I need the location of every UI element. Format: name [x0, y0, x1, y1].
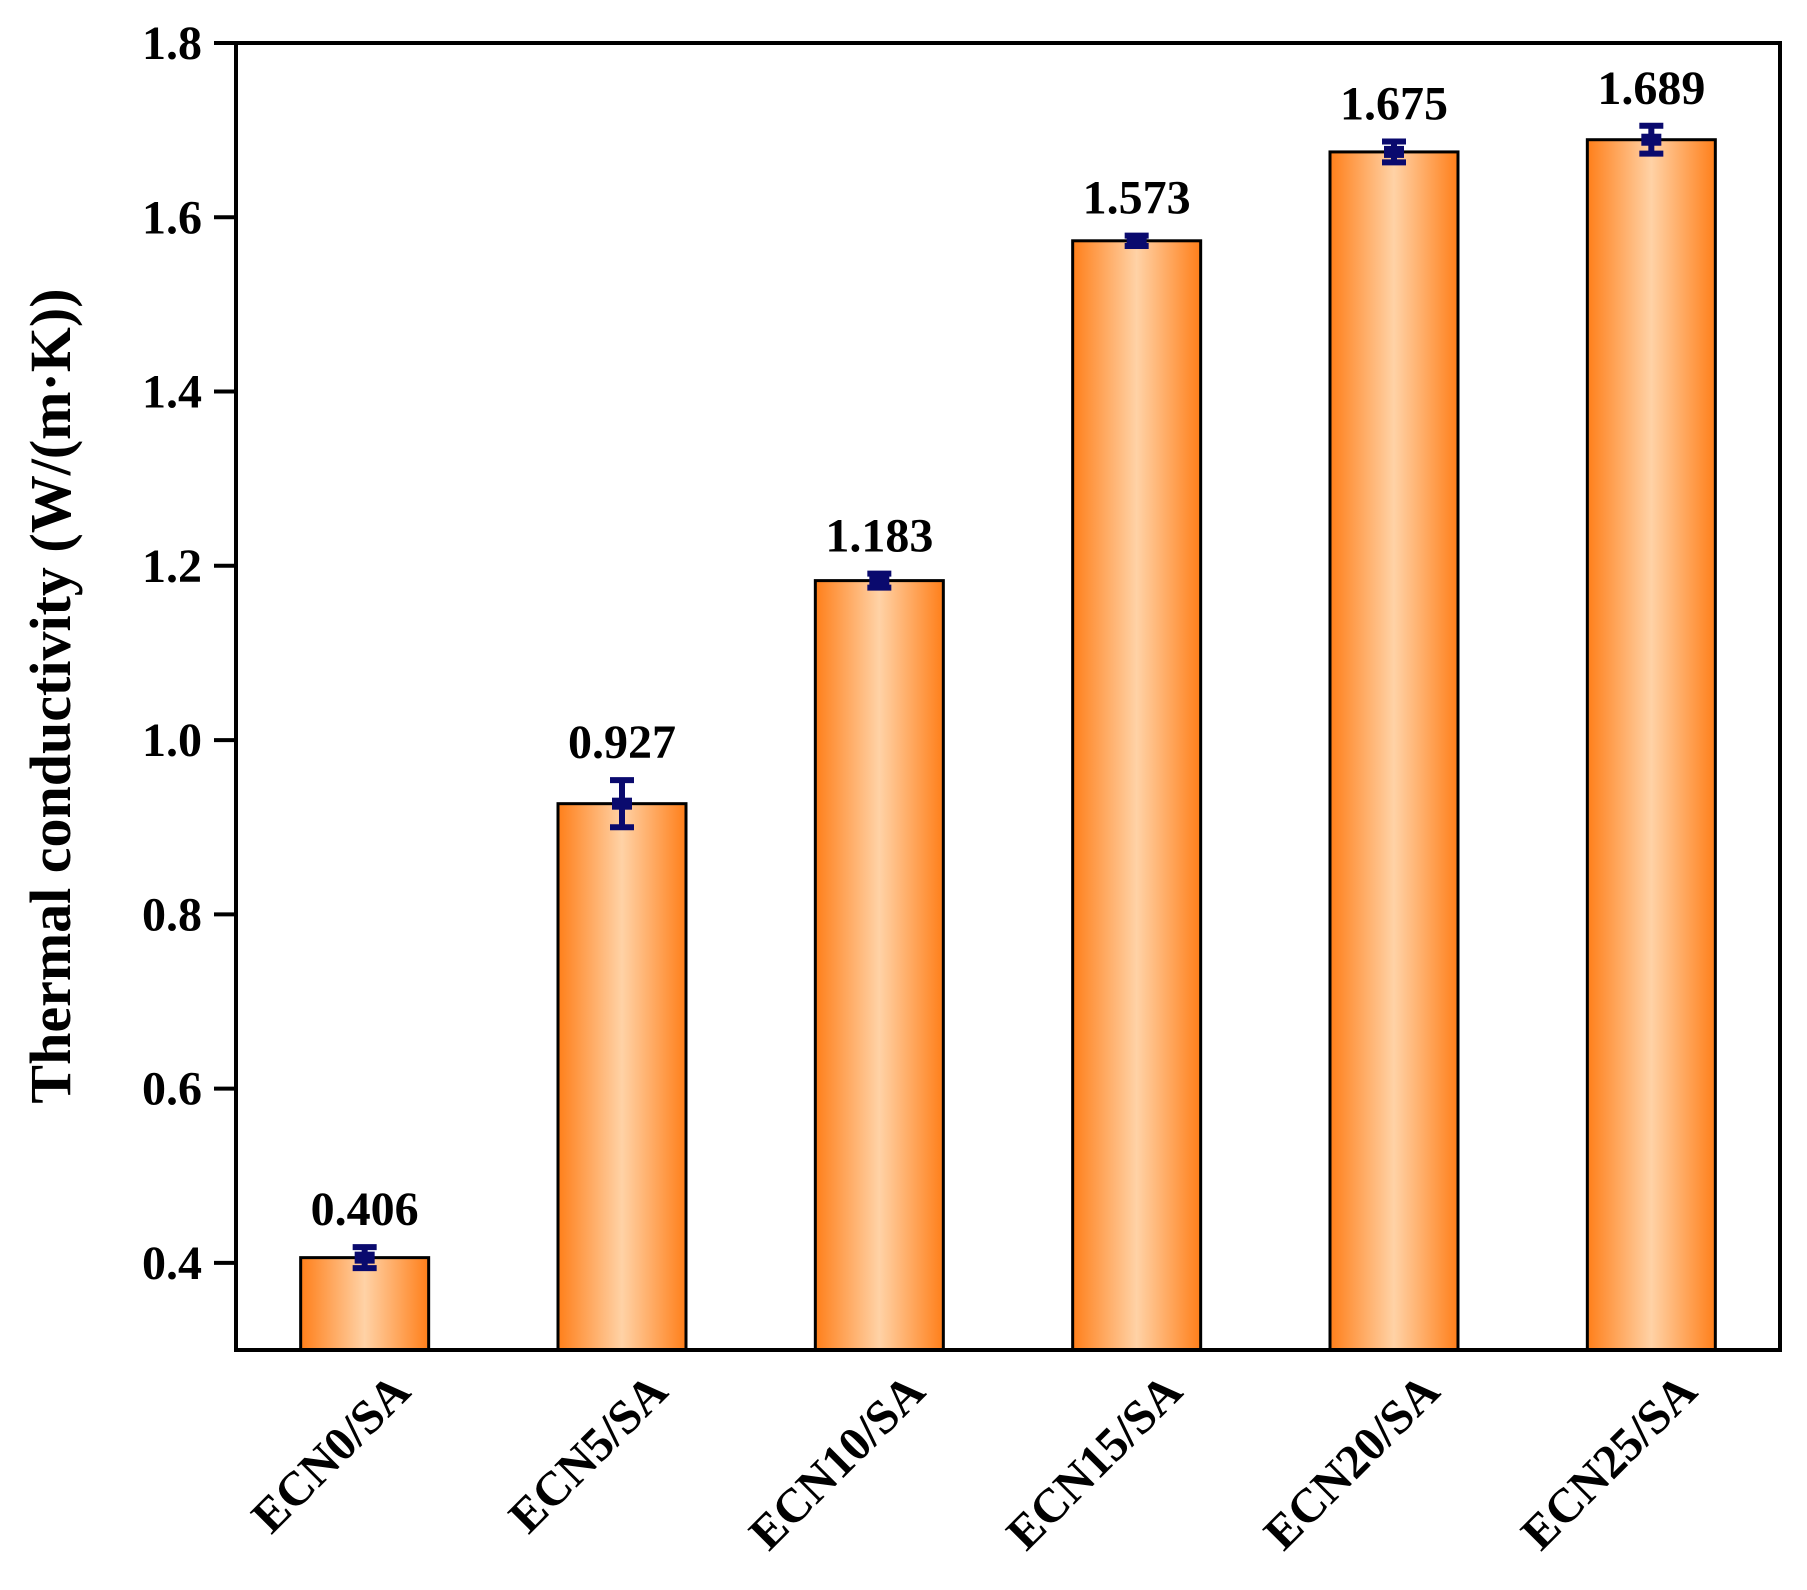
- data-point-marker: [612, 797, 632, 810]
- y-tick-label: 0.4: [142, 1237, 202, 1290]
- x-category-label: ECN5/SA: [499, 1364, 678, 1543]
- y-tick-label: 1.6: [142, 191, 202, 244]
- data-point-marker: [1641, 133, 1662, 146]
- bar: [556, 802, 688, 1352]
- bar: [813, 579, 945, 1352]
- data-point-marker: [1126, 234, 1147, 247]
- y-tick-label: 1.2: [142, 540, 202, 593]
- data-point-marker: [354, 1251, 375, 1264]
- bar: [1585, 138, 1717, 1352]
- plot-area-frame: [234, 41, 1782, 1352]
- bar-value-label: 1.689: [1597, 62, 1705, 115]
- y-tick-label: 0.6: [142, 1063, 202, 1116]
- bar-value-label: 0.927: [568, 716, 676, 769]
- x-category-label: ECN15/SA: [997, 1364, 1193, 1560]
- data-point-marker: [869, 574, 890, 587]
- y-tick-label: 1.0: [142, 714, 202, 767]
- bar: [1071, 239, 1203, 1352]
- y-axis-title: Thermal conductivity (W/(m·K)): [18, 288, 83, 1103]
- x-category-label: ECN20/SA: [1254, 1364, 1450, 1560]
- bar-value-label: 1.183: [825, 510, 933, 563]
- bar-value-label: 1.675: [1340, 77, 1448, 130]
- y-tick-label: 0.8: [142, 888, 202, 941]
- y-tick-label: 1.8: [142, 17, 202, 70]
- x-category-label: ECN0/SA: [242, 1364, 421, 1543]
- bar-value-label: 0.406: [311, 1183, 419, 1236]
- x-category-label: ECN25/SA: [1511, 1364, 1707, 1560]
- x-category-label: ECN10/SA: [739, 1364, 935, 1560]
- bar: [299, 1256, 431, 1352]
- data-point-marker: [1384, 145, 1404, 158]
- bar-value-label: 1.573: [1083, 172, 1191, 225]
- y-tick-label: 1.4: [142, 366, 202, 419]
- bar: [1328, 150, 1460, 1352]
